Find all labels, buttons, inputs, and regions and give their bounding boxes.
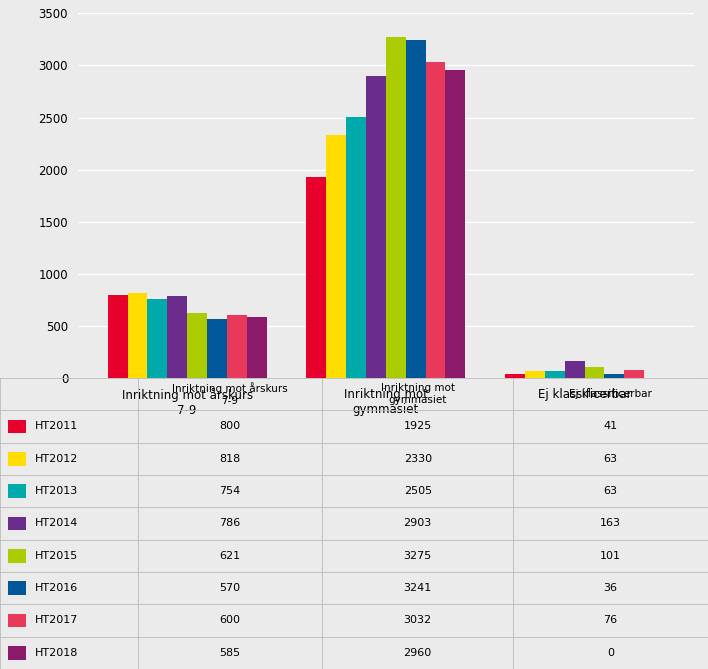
Bar	[8, 484, 26, 498]
Bar	[207, 318, 227, 378]
Text: 3032: 3032	[404, 615, 432, 626]
Bar	[8, 419, 26, 434]
Bar	[346, 117, 366, 378]
Bar	[386, 37, 406, 378]
Text: 600: 600	[219, 615, 241, 626]
Bar	[8, 452, 26, 466]
Text: 2330: 2330	[404, 454, 432, 464]
Text: 2960: 2960	[404, 648, 432, 658]
Bar	[8, 613, 26, 628]
Text: Inriktning mot
gymmasiet: Inriktning mot gymmasiet	[381, 383, 455, 405]
Text: 41: 41	[604, 421, 617, 432]
Text: Inriktning mot årskurs
7-9: Inriktning mot årskurs 7-9	[172, 383, 288, 406]
Text: 63: 63	[604, 486, 617, 496]
Text: HT2017: HT2017	[35, 615, 78, 626]
Bar	[8, 516, 26, 531]
Bar	[585, 367, 605, 378]
Bar	[8, 581, 26, 595]
Text: Ej klassificerbar: Ej klassificerbar	[569, 389, 652, 399]
Bar	[445, 70, 465, 378]
Text: HT2015: HT2015	[35, 551, 78, 561]
Bar	[505, 374, 525, 378]
Text: 76: 76	[604, 615, 617, 626]
Text: HT2016: HT2016	[35, 583, 78, 593]
Text: HT2012: HT2012	[35, 454, 78, 464]
Text: 818: 818	[219, 454, 241, 464]
Bar	[624, 370, 644, 378]
Bar	[565, 361, 585, 378]
Text: 101: 101	[600, 551, 621, 561]
Bar	[307, 177, 326, 378]
Bar	[108, 294, 127, 378]
Text: 585: 585	[219, 648, 241, 658]
Text: 0: 0	[607, 648, 614, 658]
Text: 800: 800	[219, 421, 241, 432]
Text: 3241: 3241	[404, 583, 432, 593]
Bar	[326, 135, 346, 378]
Bar	[525, 371, 545, 378]
Bar	[426, 62, 445, 378]
Bar	[147, 300, 167, 378]
Bar	[605, 374, 624, 378]
Bar	[247, 317, 267, 378]
Text: HT2018: HT2018	[35, 648, 78, 658]
Bar	[187, 313, 207, 378]
Text: 786: 786	[219, 518, 241, 529]
Text: 570: 570	[219, 583, 241, 593]
Bar	[127, 293, 147, 378]
Bar	[366, 76, 386, 378]
Text: 1925: 1925	[404, 421, 432, 432]
Text: HT2013: HT2013	[35, 486, 78, 496]
Bar	[406, 40, 426, 378]
Bar	[8, 646, 26, 660]
Bar	[227, 316, 247, 378]
Bar	[8, 549, 26, 563]
Bar	[545, 371, 565, 378]
Text: 2903: 2903	[404, 518, 432, 529]
Text: 63: 63	[604, 454, 617, 464]
Text: 3275: 3275	[404, 551, 432, 561]
Text: 754: 754	[219, 486, 241, 496]
Text: HT2011: HT2011	[35, 421, 78, 432]
Bar	[167, 296, 187, 378]
Text: 2505: 2505	[404, 486, 432, 496]
Text: 163: 163	[600, 518, 621, 529]
Text: HT2014: HT2014	[35, 518, 78, 529]
Text: 621: 621	[219, 551, 241, 561]
Text: 36: 36	[604, 583, 617, 593]
